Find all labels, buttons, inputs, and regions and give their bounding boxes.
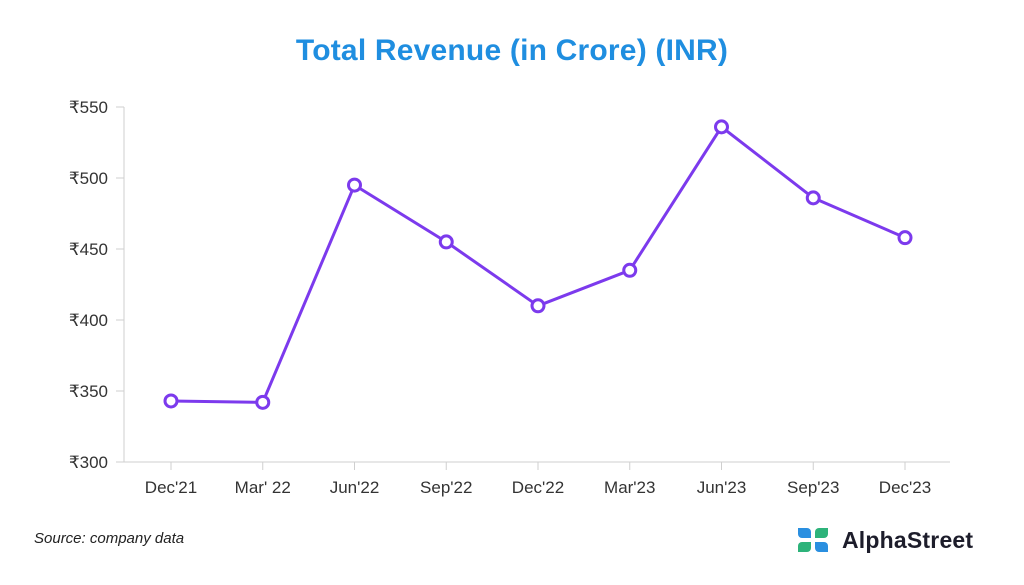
data-point[interactable] (897, 230, 913, 246)
x-tick-label: Dec'21 (145, 478, 197, 497)
x-axis-ticks: Dec'21 Mar' 22 Jun'22 Sep'22 Dec'22 Mar'23 Jun… (145, 462, 931, 497)
y-tick-label: ₹350 (69, 382, 108, 401)
series-line (170, 125, 906, 404)
series-group (163, 119, 913, 410)
x-tick-label: Sep'23 (787, 478, 839, 497)
y-tick-label: ₹300 (69, 453, 108, 472)
brand-logo: AlphaStreet (794, 525, 973, 555)
y-tick-label: ₹400 (69, 311, 108, 330)
brand-name: AlphaStreet (842, 526, 974, 553)
data-point[interactable] (438, 234, 454, 250)
y-tick-label: ₹550 (69, 98, 108, 117)
chart-title: Total Revenue (in Crore) (INR) (295, 34, 729, 67)
data-point[interactable] (805, 190, 821, 206)
data-point[interactable] (255, 394, 271, 410)
x-tick-label: Mar'23 (604, 478, 655, 497)
y-tick-label: ₹450 (69, 240, 108, 259)
y-axis-ticks: ₹300 ₹350 ₹400 ₹450 ₹500 ₹550 (69, 98, 124, 472)
y-tick-label: ₹500 (69, 169, 108, 188)
data-point[interactable] (530, 298, 546, 314)
data-point[interactable] (622, 262, 638, 278)
x-tick-label: Dec'22 (512, 478, 564, 497)
x-tick-label: Jun'22 (330, 478, 380, 497)
data-point[interactable] (714, 119, 729, 135)
x-tick-label: Sep'22 (420, 478, 472, 497)
x-tick-label: Jun'23 (697, 478, 747, 497)
x-tick-label: Mar' 22 (235, 478, 291, 497)
data-point[interactable] (163, 393, 179, 409)
alphastreet-logo-icon (798, 528, 828, 552)
source-note: Source: company data (34, 530, 185, 547)
chart-axes (123, 107, 950, 463)
x-tick-label: Dec'23 (879, 478, 931, 497)
data-point[interactable] (347, 177, 362, 193)
